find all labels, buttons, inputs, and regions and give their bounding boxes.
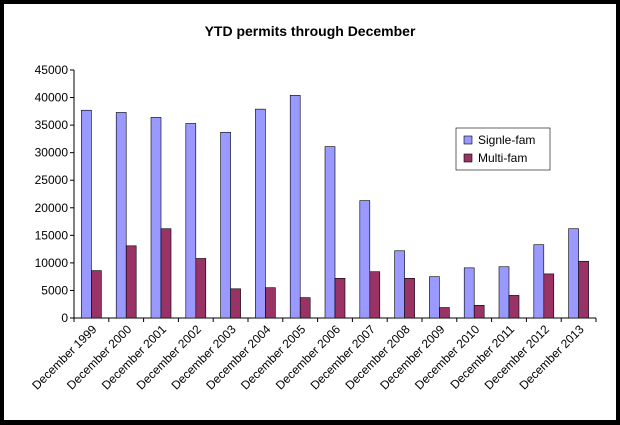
- bar-multi-fam: [543, 273, 555, 319]
- y-tick-label: 30000: [35, 146, 69, 160]
- chart-title: YTD permits through December: [205, 23, 416, 39]
- bar-chart: YTD permits through December 0 5000 10000 1…: [29, 23, 597, 393]
- axes: 0 5000 10000 15000 20000 25000 30000 35000 40000…: [29, 63, 597, 393]
- bar-multi-fam: [508, 295, 520, 319]
- bar-signle-fam: [394, 250, 405, 319]
- legend-box: [455, 127, 551, 171]
- bars: [81, 95, 589, 319]
- chart-area: YTD permits through December 0 5000 10000 1…: [4, 4, 616, 420]
- bar-signle-fam: [463, 267, 475, 319]
- y-tick-label: 15000: [35, 228, 69, 242]
- bar-multi-fam: [299, 297, 311, 319]
- bar-signle-fam: [255, 108, 266, 319]
- bar-multi-fam: [160, 228, 172, 319]
- bar-signle-fam: [568, 228, 579, 319]
- bar-signle-fam: [185, 123, 197, 319]
- y-tick-label: 5000: [41, 283, 68, 297]
- bar-multi-fam: [265, 287, 276, 319]
- y-tick-label: 45000: [35, 63, 69, 77]
- legend-label: Multi-fam: [478, 151, 527, 165]
- y-tick-label: 40000: [35, 91, 69, 105]
- bar-multi-fam: [404, 278, 415, 319]
- bar-signle-fam: [220, 131, 231, 319]
- x-tick-label: December 2013: [516, 322, 587, 393]
- legend-swatch: [463, 135, 473, 145]
- bar-multi-fam: [125, 245, 137, 319]
- bar-multi-fam: [439, 307, 450, 319]
- bar-signle-fam: [498, 266, 510, 319]
- bar-signle-fam: [115, 112, 127, 319]
- y-tick-label: 10000: [35, 256, 69, 270]
- bar-multi-fam: [230, 288, 241, 319]
- y-tick-label: 35000: [35, 118, 69, 132]
- bar-signle-fam: [359, 200, 371, 319]
- bar-signle-fam: [324, 146, 336, 319]
- bar-multi-fam: [369, 271, 381, 319]
- bar-multi-fam: [473, 305, 485, 319]
- y-tick-label: 25000: [35, 173, 69, 187]
- bar-signle-fam: [429, 276, 440, 319]
- bar-signle-fam: [533, 244, 545, 319]
- y-tick-label: 0: [61, 311, 68, 325]
- bar-multi-fam: [334, 278, 346, 319]
- bar-signle-fam: [81, 109, 92, 319]
- legend-label: Signle-fam: [478, 133, 535, 147]
- bar-signle-fam: [289, 95, 301, 319]
- bar-multi-fam: [91, 270, 102, 319]
- legend-swatch: [463, 153, 473, 163]
- legend: Signle-fam Multi-fam: [455, 127, 551, 171]
- y-tick-label: 20000: [35, 201, 69, 215]
- bar-signle-fam: [150, 117, 162, 319]
- bar-multi-fam: [578, 260, 589, 319]
- bar-multi-fam: [195, 258, 207, 319]
